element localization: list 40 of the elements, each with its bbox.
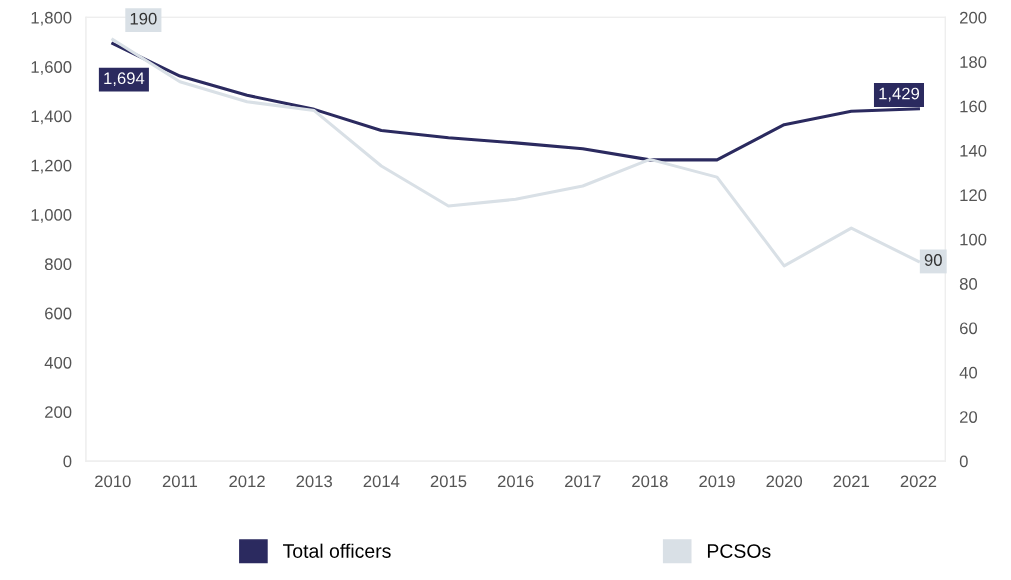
x-tick-label: 2018 (632, 475, 668, 488)
y2-tick-label: 180 (960, 56, 987, 68)
y-tick-label: 0 (63, 455, 72, 468)
x-tick-label: 2021 (833, 475, 870, 488)
y-tick-label: 1,000 (31, 209, 72, 223)
x-tick-label: 2012 (229, 475, 265, 488)
y2-tick-label: 40 (959, 366, 978, 379)
x-tick-label: 2022 (900, 475, 937, 488)
x-tick-label: 2017 (565, 475, 601, 488)
y2-tick-label: 0 (959, 455, 968, 468)
x-tick-label: 2019 (699, 475, 735, 488)
y-tick-label: 200 (45, 406, 72, 418)
x-tick-label: 2013 (296, 475, 333, 488)
y2-tick-label: 20 (960, 411, 978, 423)
data-label: 190 (130, 12, 157, 25)
y2-tick-label: 140 (960, 144, 987, 157)
y2-tick-label: 160 (960, 100, 987, 113)
y-tick-label: 600 (45, 307, 72, 320)
data-label: 90 (924, 254, 942, 266)
y-tick-label: 1,400 (31, 110, 72, 125)
y2-tick-label: 200 (960, 11, 987, 24)
x-tick-label: 2014 (363, 475, 400, 488)
legend-label: PCSOs (707, 544, 771, 558)
y2-tick-label: 60 (960, 322, 978, 335)
y2-tick-label: 120 (960, 189, 987, 202)
legend-label: Total officers (283, 543, 391, 558)
x-tick-label: 2016 (497, 475, 534, 488)
x-tick-label: 2010 (95, 475, 131, 488)
y-tick-label: 1,200 (31, 159, 72, 174)
y-tick-label: 800 (44, 258, 72, 271)
x-tick-label: 2011 (162, 475, 198, 488)
data-label: 1,694 (104, 72, 145, 87)
x-tick-label: 2015 (430, 475, 467, 488)
y-tick-label: 400 (44, 356, 72, 369)
data-label: 1,429 (879, 87, 920, 102)
y-tick-label: 1,800 (31, 11, 72, 26)
y-tick-label: 1,600 (31, 61, 72, 75)
y2-tick-label: 100 (960, 233, 987, 246)
x-tick-label: 2020 (766, 475, 803, 488)
y2-tick-label: 80 (959, 278, 978, 290)
